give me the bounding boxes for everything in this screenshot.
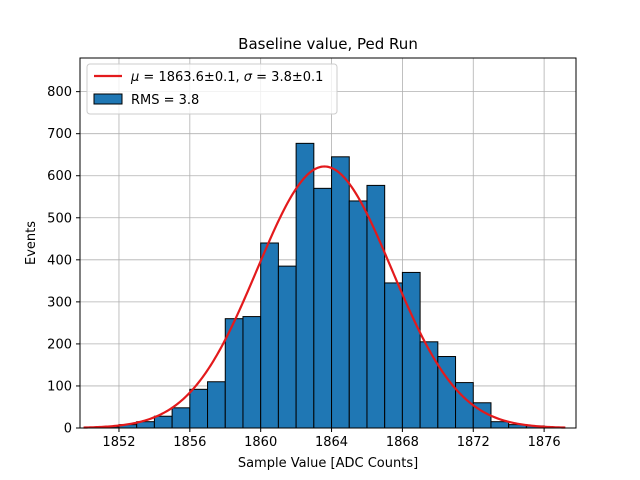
y-axis-ticks: 0 100 200 300 400 500 600 700 800 [47,85,80,437]
y-tick-label: 200 [47,337,72,352]
gaussian-fit [83,165,566,429]
histogram-bar [419,341,439,429]
x-axis-ticks: 1852 1856 1860 1864 1868 1872 1876 [102,428,561,450]
y-tick-label: 100 [47,379,72,394]
legend-mu-symbol: μ [130,70,139,85]
x-tick-label: 1864 [315,435,348,450]
legend: μ = 1863.6±0.1, σ = 3.8±0.1 RMS = 3.8 [86,63,338,115]
chart-title: Baseline value, Ped Run [238,35,418,53]
x-tick-label: 1868 [386,435,419,450]
histogram-bars [100,142,563,429]
histogram-bar [331,156,350,429]
x-tick-label: 1856 [173,435,206,450]
y-axis-label: Events [24,221,39,265]
histogram-bar [189,388,209,429]
y-tick-label: 700 [47,127,72,142]
histogram-bar [490,421,510,429]
y-tick-label: 400 [47,253,72,268]
histogram-bar [384,282,403,429]
y-tick-label: 300 [47,295,72,310]
fit-curve [83,165,566,429]
histogram-bar [366,184,386,429]
legend-box [86,63,338,115]
legend-sigma-value: = 3.8±0.1 [252,70,323,85]
plot-frame [79,57,577,429]
x-tick-label: 1852 [102,435,135,450]
x-tick-label: 1860 [244,435,277,450]
legend-fit-label: μ = 1863.6±0.1, σ = 3.8±0.1 [130,70,323,85]
histogram-bar [455,382,474,429]
histogram-bar [242,316,262,429]
legend-hist-swatch [93,93,123,105]
y-tick-label: 0 [64,422,72,437]
legend-hist-label: RMS = 3.8 [131,93,199,108]
histogram-bar [401,271,421,429]
x-axis-label: Sample Value [ADC Counts] [238,456,418,471]
y-tick-label: 800 [47,85,72,100]
histogram-bar [171,407,191,429]
histogram-bar [260,242,279,429]
x-tick-label: 1876 [528,435,561,450]
legend-mu-value: = 1863.6±0.1, [139,70,243,85]
histogram-bar [277,265,297,429]
legend-sigma-symbol: σ [244,70,253,85]
histogram-bar [313,187,333,429]
y-tick-label: 500 [47,211,72,226]
y-tick-label: 600 [47,169,72,184]
histogram-bar [348,200,368,429]
histogram-bar [207,381,226,429]
x-tick-label: 1872 [457,435,490,450]
histogram-bar [153,415,173,429]
